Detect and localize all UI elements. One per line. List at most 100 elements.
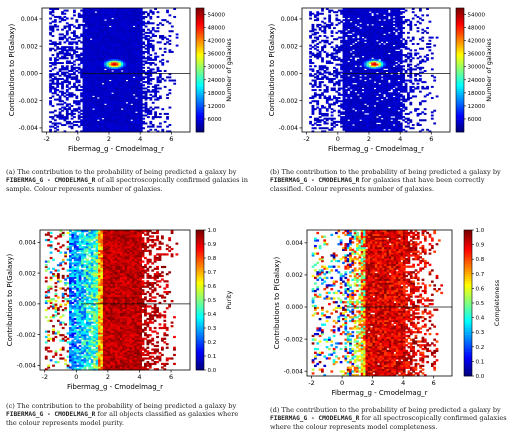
heatmap-cell: [130, 14, 134, 17]
heatmap-cell: [108, 14, 112, 17]
heatmap-cell: [127, 47, 131, 50]
heatmap-cell: [118, 49, 122, 52]
heatmap-cell: [130, 52, 134, 55]
heatmap-cell: [342, 46, 346, 49]
heatmap-cell: [364, 14, 367, 17]
x-tick-label-a: 0: [76, 135, 80, 143]
heatmap-cell: [368, 50, 372, 53]
heatmap-cell: [101, 42, 105, 45]
heatmap-cell: [127, 117, 131, 120]
heatmap-cell: [371, 74, 375, 77]
heatmap-cell: [89, 52, 93, 55]
heatmap-cell: [111, 112, 115, 115]
heatmap-cell: [392, 90, 396, 93]
heatmap-cell: [108, 30, 112, 33]
heatmap-cell: [349, 124, 353, 127]
heatmap-cell: [354, 50, 358, 53]
heatmap-cell: [108, 47, 112, 50]
heatmap-cell: [75, 20, 79, 23]
heatmap-cell: [58, 42, 62, 45]
heatmap-cell: [101, 63, 105, 66]
heatmap-cell: [104, 93, 107, 96]
y-tick-label-a: 0.002: [21, 43, 38, 50]
heatmap-cell: [154, 63, 157, 66]
heatmap-cell: [149, 39, 153, 42]
heatmap-cell: [87, 85, 91, 88]
heatmap-cell: [359, 8, 363, 10]
heatmap-cell: [51, 79, 55, 82]
heatmap-cell: [120, 33, 124, 36]
heatmap-cell: [87, 8, 91, 10]
heatmap-cell: [337, 57, 341, 60]
heatmap-cell: [359, 57, 363, 60]
heatmap-cell: [87, 125, 91, 128]
heatmap-cell: [87, 17, 91, 20]
heatmap-cell: [96, 35, 100, 38]
heatmap-cell: [63, 81, 67, 84]
heatmap-cell: [82, 111, 86, 114]
heatmap-cell: [125, 52, 129, 55]
heatmap-cell: [368, 90, 372, 93]
heatmap-cell: [89, 50, 93, 53]
heatmap-cell: [101, 74, 105, 77]
heatmap-cell: [127, 125, 131, 128]
heatmap-cell: [104, 65, 107, 68]
heatmap-cell: [151, 58, 155, 61]
heatmap-cell: [127, 9, 131, 12]
heatmap-cell: [111, 109, 115, 112]
heatmap-cell: [104, 15, 107, 18]
heatmap-cell: [142, 50, 146, 53]
heatmap-cell: [99, 125, 103, 128]
heatmap-cell: [116, 108, 119, 111]
heatmap-cell: [387, 28, 391, 31]
heatmap-cell: [361, 127, 365, 130]
heatmap-cell: [127, 92, 131, 95]
heatmap-cell: [65, 117, 69, 120]
heatmap-cell: [84, 76, 88, 79]
heatmap-cell: [111, 62, 115, 65]
colorbar-step: [196, 78, 204, 81]
heatmap-cell: [89, 79, 93, 82]
heatmap-cell: [352, 117, 355, 120]
heatmap-cell: [92, 14, 95, 17]
heatmap-cell: [392, 119, 396, 122]
heatmap-cell: [395, 50, 398, 53]
heatmap-cell: [87, 112, 91, 115]
heatmap-cell: [380, 130, 384, 133]
heatmap-cell: [113, 127, 117, 130]
heatmap-cell: [87, 55, 91, 58]
heatmap-cell: [376, 77, 379, 80]
heatmap-cell: [378, 109, 382, 112]
heatmap-cell: [325, 87, 329, 90]
heatmap-cell: [82, 20, 86, 23]
heatmap-cell: [149, 44, 153, 47]
heatmap-cell: [94, 114, 98, 117]
heatmap-cell: [99, 92, 103, 95]
heatmap-cell: [104, 101, 107, 104]
heatmap-cell: [328, 128, 332, 131]
heatmap-cell: [118, 28, 122, 31]
heatmap-cell: [147, 77, 150, 80]
heatmap-cell: [347, 71, 351, 74]
heatmap-cell: [385, 90, 389, 93]
heatmap-cell: [53, 8, 57, 10]
heatmap-cell: [337, 109, 341, 112]
heatmap-cell: [82, 108, 86, 111]
heatmap-cell: [361, 11, 365, 14]
heatmap-cell: [137, 111, 141, 114]
heatmap-cell: [392, 50, 396, 53]
heatmap-cell: [123, 28, 126, 31]
heatmap-cell: [373, 11, 377, 14]
heatmap-cell: [108, 11, 112, 14]
heatmap-cell: [123, 62, 126, 65]
heatmap-cell: [80, 120, 83, 123]
heatmap-cell: [383, 44, 386, 47]
heatmap-cell: [147, 50, 150, 53]
heatmap-cell: [120, 47, 124, 50]
heatmap-cell: [99, 73, 103, 76]
heatmap-cell: [70, 104, 74, 107]
heatmap-cell: [75, 35, 79, 38]
heatmap-cell: [352, 100, 355, 103]
heatmap-cell: [373, 12, 377, 15]
heatmap-cell: [113, 117, 117, 120]
